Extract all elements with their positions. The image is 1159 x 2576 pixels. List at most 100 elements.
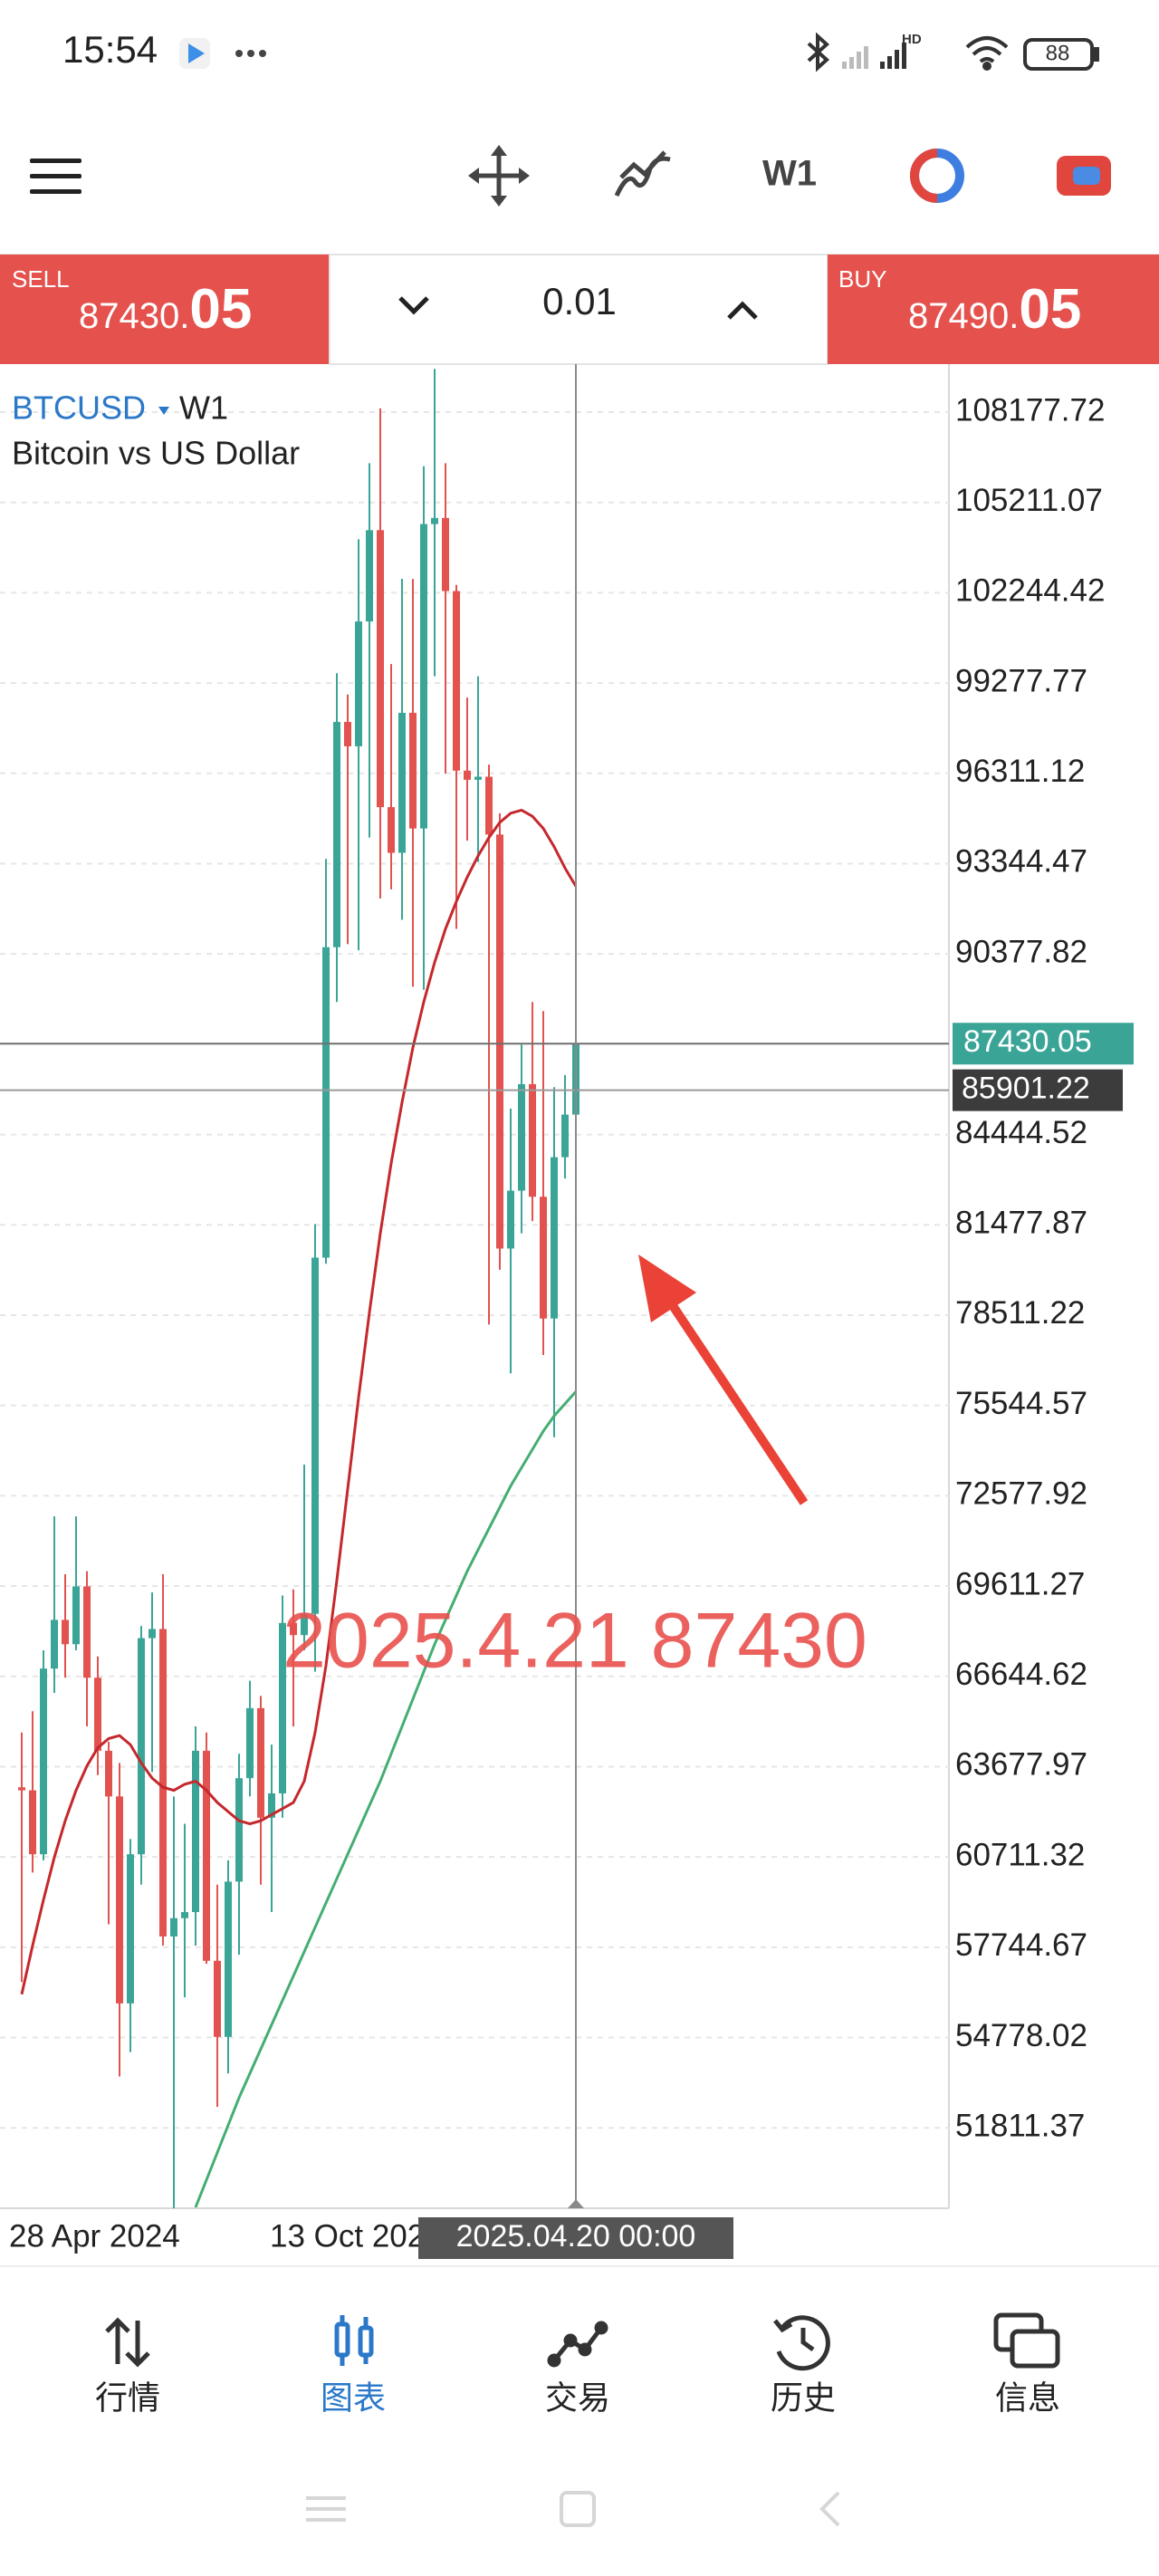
sell-price-pips: 05: [189, 278, 252, 341]
candle-body: [333, 722, 340, 947]
status-time: 15:54: [62, 28, 158, 71]
moving-average: [194, 1390, 578, 2208]
candle-body: [311, 1257, 319, 1614]
candle-body: [377, 530, 384, 808]
buy-price-main: 87490.: [908, 296, 1019, 336]
y-tick-label: 90377.82: [955, 934, 1087, 969]
volume-value[interactable]: 0.01: [542, 280, 617, 322]
y-tick-label: 66644.62: [955, 1657, 1087, 1692]
y-tick-label: 96311.12: [955, 754, 1085, 789]
candle-body: [409, 712, 417, 829]
candle-body: [105, 1750, 112, 1797]
candle-body: [279, 1622, 286, 1793]
status-system-icons: [807, 32, 1099, 72]
candle-body: [40, 1668, 47, 1855]
candle-body: [94, 1677, 101, 1751]
candle-body: [18, 1787, 25, 1791]
candle-body: [355, 621, 362, 746]
candle-body: [496, 834, 503, 1249]
one-click-button[interactable]: [1057, 156, 1111, 196]
status-app-icons: [179, 38, 266, 69]
crosshair-price-label: 85901.22: [962, 1072, 1090, 1106]
candle-body: [29, 1790, 36, 1855]
candle-body: [540, 1197, 547, 1319]
candle-body: [116, 1796, 123, 2004]
candle-body: [170, 1918, 177, 1937]
candle-body: [51, 1620, 58, 1669]
candle-body: [159, 1629, 167, 1937]
annotation-arrow: [638, 1254, 809, 1505]
candle-body: [235, 1778, 243, 1882]
menu-button[interactable]: [30, 159, 81, 194]
y-tick-label: 60711.32: [955, 1837, 1085, 1872]
candle-body: [507, 1190, 514, 1249]
nav-label[interactable]: 行情: [95, 2379, 160, 2417]
nav-label[interactable]: 信息: [995, 2379, 1060, 2417]
symbol-description: Bitcoin vs US Dollar: [12, 435, 300, 472]
timeframe-button[interactable]: W1: [762, 154, 817, 194]
candle-body: [529, 1083, 536, 1197]
nav-label[interactable]: 交易: [545, 2379, 610, 2417]
buy-price-pips: 05: [1019, 278, 1081, 341]
indicator-button[interactable]: [614, 150, 671, 197]
y-tick-label: 63677.97: [955, 1747, 1087, 1783]
y-tick-label: 81477.87: [955, 1206, 1087, 1241]
status-network: HD: [902, 32, 922, 47]
buy-label: BUY: [838, 265, 886, 293]
volume-control: 0.01: [329, 254, 829, 365]
candle-body: [72, 1586, 80, 1645]
crosshair-time-label: 2025.04.20 00:00: [456, 2219, 696, 2254]
last-price-box: [953, 1023, 1134, 1065]
sell-button[interactable]: SELL 87430.05: [0, 255, 330, 364]
y-tick-label: 75544.57: [955, 1386, 1087, 1421]
candle-body: [322, 947, 330, 1258]
candle-body: [398, 712, 406, 853]
symbol[interactable]: BTCUSD: [12, 389, 146, 427]
crosshair-tool-button[interactable]: [468, 145, 530, 207]
annotation: 2025.4.21 87430: [283, 1598, 867, 1685]
candle-body: [225, 1881, 232, 2037]
candle-body: [551, 1157, 558, 1319]
nav-icons: [105, 2312, 1060, 2371]
status-battery: 88: [1046, 41, 1070, 65]
symbol-dropdown[interactable]: [158, 407, 169, 415]
y-tick-label: 69611.27: [955, 1566, 1085, 1601]
crosshair-marker: [568, 2199, 584, 2208]
candle-body: [453, 591, 460, 771]
nav-label[interactable]: 历史: [771, 2379, 836, 2417]
candle-body: [366, 530, 373, 622]
candle-body: [257, 1707, 264, 1818]
last-price-label: 87430.05: [963, 1024, 1092, 1059]
crosshair-price-box: [953, 1069, 1123, 1111]
trade-mode-button[interactable]: [910, 149, 964, 203]
candle-body: [301, 1613, 308, 1636]
y-tick-label: 57744.67: [955, 1927, 1087, 1963]
y-tick-label: 51811.37: [955, 2108, 1085, 2143]
candle-body: [464, 770, 471, 780]
candle-body: [268, 1793, 275, 1818]
buy-button[interactable]: BUY 87490.05: [828, 255, 1159, 364]
y-tick-label: 84444.52: [955, 1115, 1087, 1150]
candle-body: [442, 517, 449, 591]
candle-body: [431, 517, 438, 524]
moving-average: [20, 808, 578, 1995]
candle-body: [420, 524, 427, 829]
y-tick-label: 102244.42: [955, 573, 1105, 609]
system-nav: [306, 2491, 840, 2527]
y-tick-label: 54778.02: [955, 2018, 1087, 2053]
volume-increase[interactable]: [727, 301, 758, 320]
chart-timeframe: W1: [179, 389, 228, 427]
y-tick-label: 105211.07: [955, 483, 1103, 518]
nav-label[interactable]: 图表: [321, 2379, 386, 2417]
y-tick-label: 99277.77: [955, 663, 1087, 698]
candle-body: [138, 1638, 145, 1855]
sell-price: 87430.05: [79, 278, 252, 341]
candle-body: [181, 1912, 188, 1918]
volume-decrease[interactable]: [398, 296, 429, 315]
candle-body: [203, 1750, 210, 1961]
crosshair-time-box: [418, 2217, 733, 2259]
x-tick-label: 13 Oct 2024: [270, 2218, 443, 2254]
